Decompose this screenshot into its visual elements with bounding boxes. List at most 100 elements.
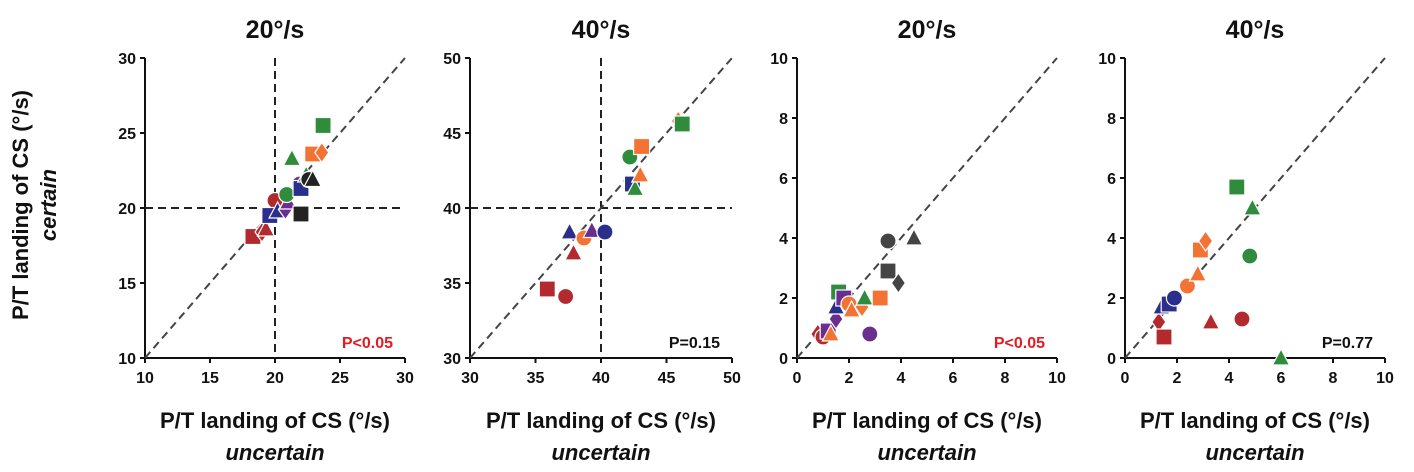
y-tick-label: 8 — [1107, 111, 1116, 128]
data-point-square — [292, 205, 310, 223]
x-tick-label: 0 — [793, 370, 802, 387]
x-axis-label: P/T landing of CS (°/s) — [812, 408, 1042, 433]
data-point-square — [871, 289, 889, 307]
data-point-circle — [879, 232, 897, 250]
data-point-triangle — [904, 227, 924, 246]
chart-panel-4: 40°/s 0 2 4 6 8 10 0 2 4 6 8 10 P=0.77 P/T landing of … — [1098, 16, 1394, 465]
x-tick-label: 35 — [527, 370, 545, 387]
data-point-circle — [861, 325, 879, 343]
data-point-circle — [1178, 277, 1197, 295]
x-axis-label: P/T landing of CS (°/s) — [486, 408, 716, 433]
y-tick-label: 10 — [1098, 51, 1116, 68]
x-axis-label: P/T landing of CS (°/s) — [160, 408, 390, 433]
data-point-circle — [1241, 247, 1259, 265]
chart-title: 20°/s — [898, 16, 957, 44]
chart-panel-1: 20°/s 10 15 20 25 30 10 15 20 25 30 P<0.05 P/T landi… — [118, 16, 414, 465]
data-point-square — [1228, 178, 1246, 196]
shared-ylabel: P/T landing of CS (°/s) certain — [8, 90, 61, 320]
data-point-circle — [278, 185, 296, 204]
x-tick-label: 4 — [897, 370, 906, 387]
y-tick-label: 35 — [443, 276, 461, 293]
data-point-triangle — [1188, 263, 1208, 282]
data-point-triangle — [821, 323, 841, 342]
data-point-triangle — [1271, 347, 1291, 366]
x-axis-sublabel: uncertain — [1205, 440, 1304, 465]
data-point-square — [673, 115, 691, 133]
data-point-triangle — [1242, 197, 1262, 216]
y-tick-label: 50 — [443, 51, 461, 68]
y-tick-label: 6 — [779, 171, 788, 188]
chart-title: 40°/s — [572, 16, 631, 44]
p-value-label: P<0.05 — [342, 335, 393, 352]
data-point-triangle — [256, 218, 276, 237]
y-tick-label: 0 — [779, 351, 788, 368]
y-tick-label: 4 — [779, 231, 788, 248]
data-point-triangle — [560, 221, 580, 240]
x-tick-label: 40 — [592, 370, 610, 387]
y-tick-label: 2 — [779, 291, 788, 308]
data-point-triangle — [625, 178, 645, 197]
x-tick-label: 50 — [723, 370, 741, 387]
x-tick-label: 2 — [845, 370, 854, 387]
identity-line — [469, 57, 733, 359]
x-tick-label: 25 — [331, 370, 349, 387]
p-value-label: P<0.05 — [994, 335, 1045, 352]
chart-title: 20°/s — [246, 16, 305, 44]
y-tick-label: 15 — [118, 276, 136, 293]
x-tick-label: 4 — [1225, 370, 1234, 387]
y-tick-label: 10 — [118, 351, 136, 368]
data-point-circle — [557, 287, 575, 306]
y-tick-label: 2 — [1107, 291, 1116, 308]
p-value-label: P=0.15 — [669, 335, 720, 352]
y-tick-label: 8 — [779, 111, 788, 128]
data-point-triangle — [855, 287, 875, 306]
x-tick-label: 2 — [1173, 370, 1182, 387]
x-tick-label: 8 — [1001, 370, 1010, 387]
x-tick-label: 20 — [266, 370, 284, 387]
data-point-triangle — [582, 220, 602, 239]
chart-panel-2: 40°/s 30 35 40 45 50 30 35 40 45 50 P=0.15 P/T landi… — [443, 16, 741, 465]
data-point-circle — [596, 223, 614, 241]
data-point-circle — [1233, 310, 1251, 328]
x-tick-label: 15 — [201, 370, 219, 387]
data-point-triangle — [630, 164, 650, 183]
shared-ylabel-line1: P/T landing of CS (°/s) — [8, 90, 33, 320]
chart-panel-3: 20°/s 0 2 4 6 8 10 0 2 4 6 8 10 P<0.05 P/T landing of … — [770, 16, 1066, 465]
data-point-square — [314, 116, 332, 135]
y-tick-label: 25 — [118, 126, 136, 143]
data-point-triangle — [303, 169, 323, 188]
y-tick-label: 0 — [1107, 351, 1116, 368]
y-tick-label: 30 — [118, 51, 136, 68]
chart-title: 40°/s — [1226, 16, 1285, 44]
x-axis-sublabel: uncertain — [225, 440, 324, 465]
x-tick-label: 6 — [949, 370, 958, 387]
x-tick-label: 10 — [1376, 370, 1394, 387]
x-tick-label: 30 — [396, 370, 414, 387]
x-tick-label: 30 — [461, 370, 479, 387]
data-point-triangle — [282, 148, 302, 167]
x-tick-label: 10 — [136, 370, 154, 387]
data-point-diamond — [314, 141, 330, 164]
y-tick-label: 30 — [443, 351, 461, 368]
x-tick-label: 6 — [1277, 370, 1286, 387]
y-tick-label: 40 — [443, 201, 461, 218]
y-tick-label: 4 — [1107, 231, 1116, 248]
x-axis-sublabel: uncertain — [877, 440, 976, 465]
x-axis-sublabel: uncertain — [551, 440, 650, 465]
y-tick-label: 45 — [443, 126, 461, 143]
data-point-square — [879, 262, 897, 280]
data-point-square — [1155, 328, 1173, 346]
x-tick-label: 8 — [1329, 370, 1338, 387]
data-point-square — [633, 137, 651, 156]
data-point-triangle — [1201, 311, 1221, 330]
data-point-diamond — [1197, 229, 1214, 253]
x-axis-label: P/T landing of CS (°/s) — [1140, 408, 1370, 433]
data-point-diamond — [890, 271, 907, 295]
data-point-square — [538, 280, 556, 298]
shared-ylabel-line2: certain — [36, 169, 61, 241]
x-tick-label: 0 — [1121, 370, 1130, 387]
p-value-label: P=0.77 — [1322, 335, 1373, 352]
y-tick-label: 10 — [770, 51, 788, 68]
